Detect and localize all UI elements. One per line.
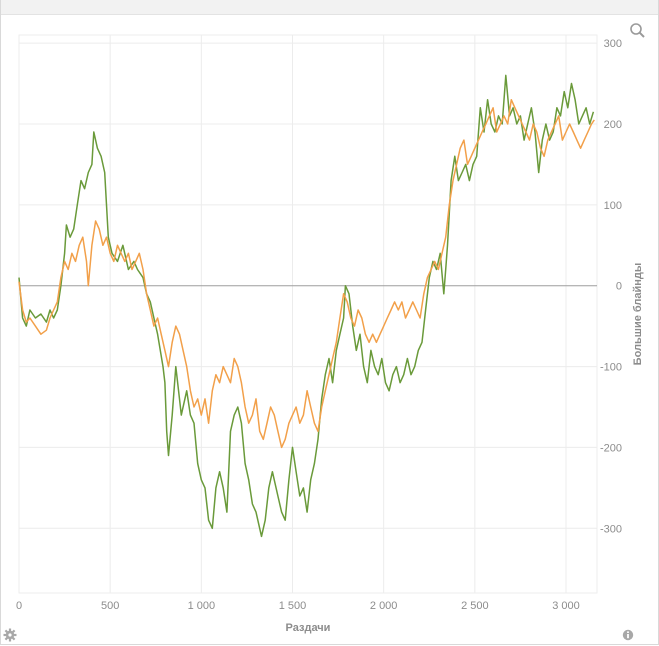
- series-lines: [18, 74, 595, 538]
- x-tick-label: 2 000: [370, 600, 398, 612]
- y-tick-label: 0: [616, 281, 622, 293]
- x-tick-label: 1 500: [279, 600, 307, 612]
- settings-button[interactable]: [3, 628, 17, 642]
- y-axis-title: Большие блайнды: [632, 263, 644, 366]
- x-tick-label: 500: [101, 600, 119, 612]
- y-tick-label: 100: [604, 200, 622, 212]
- magnifier-icon: [630, 23, 645, 38]
- y-tick-label: -200: [600, 442, 622, 454]
- y-axis-ticks: 300 200 100 0 -100 -200 -300: [600, 38, 622, 535]
- x-tick-label: 2 500: [461, 600, 489, 612]
- x-axis-ticks: 0 500 1 000 1 500 2 000 2 500 3 000: [16, 600, 580, 612]
- info-button[interactable]: [622, 629, 634, 641]
- info-icon: [622, 629, 634, 641]
- series-line-2: [18, 98, 595, 449]
- y-tick-label: -300: [600, 523, 622, 535]
- zoom-button[interactable]: [630, 23, 645, 38]
- y-tick-label: -100: [600, 362, 622, 374]
- grid: [18, 34, 598, 594]
- gear-icon: [3, 628, 17, 642]
- y-tick-label: 300: [604, 38, 622, 50]
- x-tick-label: 0: [16, 600, 22, 612]
- x-tick-label: 3 000: [552, 600, 580, 612]
- x-axis-title: Раздачи: [286, 622, 331, 634]
- x-tick-label: 1 000: [188, 600, 216, 612]
- y-tick-label: 200: [604, 119, 622, 131]
- series-line-1: [18, 74, 595, 538]
- top-toolbar-strip: [0, 0, 659, 15]
